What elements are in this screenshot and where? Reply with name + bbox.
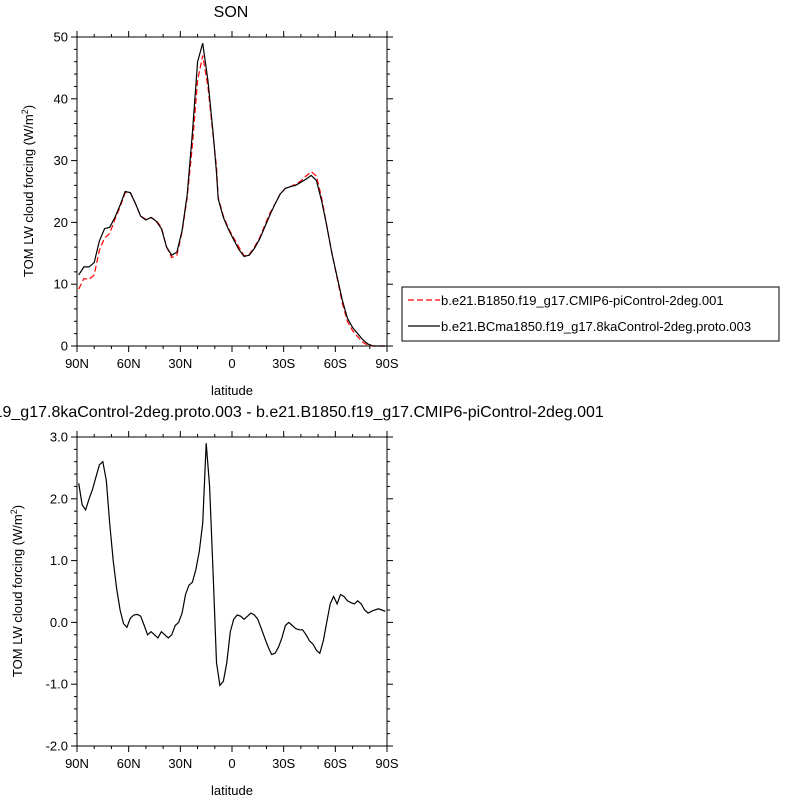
bottom-series-line-0 bbox=[78, 443, 386, 687]
top-x-axis-label: latitude bbox=[211, 383, 253, 398]
legend-label-piControl: b.e21.B1850.f19_g17.CMIP6-piControl-2deg… bbox=[441, 293, 724, 308]
bottom-xtick-label: 60N bbox=[117, 756, 141, 771]
top-ytick-label: 40 bbox=[54, 91, 68, 106]
top-ytick-label: 30 bbox=[54, 153, 68, 168]
bottom-series-lines bbox=[78, 443, 386, 687]
top-panel: SON 0 10 20 30 40 50 90N 60N 30N 0 30S 60S 90S lati… bbox=[20, 4, 780, 398]
bottom-xtick-label: 30S bbox=[272, 756, 295, 771]
bottom-panel: b.e21.BCma1850.f19_g17.8kaControl-2deg.p… bbox=[0, 404, 604, 798]
bottom-y-ticks: -2.0 -1.0 0.0 1.0 2.0 3.0 bbox=[46, 430, 393, 754]
bottom-ytick-label: 2.0 bbox=[50, 491, 68, 506]
top-xtick-label: 90S bbox=[375, 356, 398, 371]
bottom-x-ticks: 90N 60N 30N 0 30S 60S 90S bbox=[65, 431, 399, 771]
top-xtick-label: 0 bbox=[228, 356, 235, 371]
bottom-title: b.e21.BCma1850.f19_g17.8kaControl-2deg.p… bbox=[0, 404, 604, 421]
top-series-line-1 bbox=[78, 43, 386, 347]
bottom-xtick-label: 90N bbox=[65, 756, 89, 771]
top-series-lines bbox=[78, 43, 386, 347]
legend-label-8kaControl: b.e21.BCma1850.f19_g17.8kaControl-2deg.p… bbox=[441, 319, 751, 334]
top-y-ticks: 0 10 20 30 40 50 bbox=[54, 30, 393, 354]
bottom-ytick-label: 1.0 bbox=[50, 553, 68, 568]
top-xtick-label: 60N bbox=[117, 356, 141, 371]
bottom-ytick-label: -1.0 bbox=[46, 677, 68, 692]
bottom-xtick-label: 60S bbox=[324, 756, 347, 771]
top-ytick-label: 50 bbox=[54, 30, 68, 45]
top-xtick-label: 30S bbox=[272, 356, 295, 371]
bottom-plot-frame bbox=[76, 436, 388, 747]
top-x-ticks: 90N 60N 30N 0 30S 60S 90S bbox=[65, 31, 399, 371]
top-ytick-label: 0 bbox=[61, 339, 68, 354]
top-xtick-label: 30N bbox=[168, 356, 192, 371]
top-legend: b.e21.B1850.f19_g17.CMIP6-piControl-2deg… bbox=[401, 286, 780, 342]
top-plot-frame bbox=[76, 36, 388, 347]
bottom-xtick-label: 30N bbox=[168, 756, 192, 771]
bottom-ytick-label: 3.0 bbox=[50, 430, 68, 445]
legend-box bbox=[401, 286, 780, 342]
bottom-x-axis-label: latitude bbox=[211, 783, 253, 798]
top-title: SON bbox=[214, 4, 249, 21]
bottom-xtick-label: 0 bbox=[228, 756, 235, 771]
top-xtick-label: 90N bbox=[65, 356, 89, 371]
top-ytick-label: 20 bbox=[54, 215, 68, 230]
bottom-y-axis-label: TOM LW cloud forcing (W/m2) bbox=[9, 505, 25, 677]
bottom-ytick-label: -2.0 bbox=[46, 739, 68, 754]
bottom-ytick-label: 0.0 bbox=[50, 615, 68, 630]
top-ytick-label: 10 bbox=[54, 277, 68, 292]
top-xtick-label: 60S bbox=[324, 356, 347, 371]
bottom-xtick-label: 90S bbox=[375, 756, 398, 771]
top-y-axis-label: TOM LW cloud forcing (W/m2) bbox=[20, 105, 36, 277]
top-series-line-0 bbox=[78, 55, 386, 347]
